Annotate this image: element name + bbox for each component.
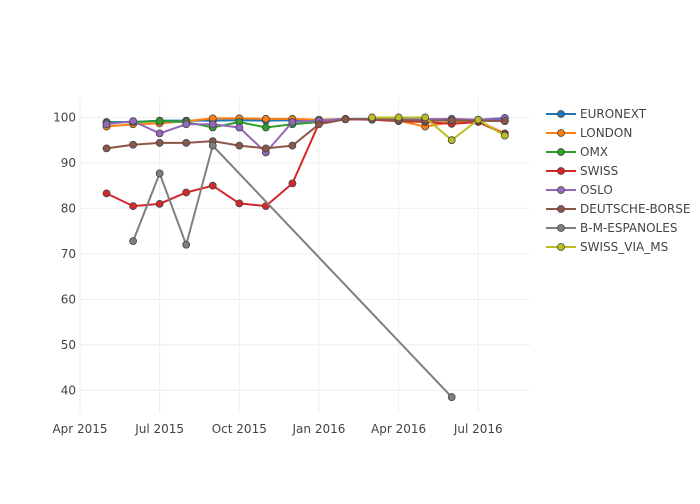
data-point xyxy=(500,117,509,125)
data-point xyxy=(129,117,138,125)
legend-marker xyxy=(557,110,565,118)
legend-marker xyxy=(557,148,565,156)
series-swiss_via_ms xyxy=(368,113,509,145)
data-point xyxy=(182,120,191,129)
data-point xyxy=(102,144,111,153)
data-point xyxy=(261,123,270,132)
data-point xyxy=(288,141,297,150)
legend-label: LONDON xyxy=(580,126,632,140)
data-point xyxy=(474,115,483,124)
data-point xyxy=(394,113,403,122)
y-tick-label: 80 xyxy=(61,201,76,215)
data-point xyxy=(102,189,111,198)
data-point xyxy=(208,120,217,129)
legend-marker xyxy=(557,186,565,194)
x-tick-label: Jan 2016 xyxy=(292,422,346,436)
data-point xyxy=(235,141,244,150)
legend-marker xyxy=(557,243,565,251)
legend-label: B-M-ESPANOLES xyxy=(580,221,677,235)
x-tick-label: Jul 2016 xyxy=(453,422,503,436)
data-point xyxy=(129,202,138,211)
data-point xyxy=(341,115,350,124)
y-tick-label: 50 xyxy=(61,338,76,352)
data-point xyxy=(182,188,191,197)
legend-item: SWISS_VIA_MS xyxy=(546,240,668,254)
data-point xyxy=(261,114,270,123)
legend-item: EURONEXT xyxy=(546,107,647,121)
y-tick-label: 100 xyxy=(53,110,76,124)
data-point xyxy=(182,139,191,147)
y-tick-label: 90 xyxy=(61,156,76,170)
data-point xyxy=(155,199,164,208)
data-point xyxy=(261,144,270,153)
data-point xyxy=(155,129,164,138)
data-point xyxy=(102,120,111,129)
y-tick-label: 60 xyxy=(61,292,76,306)
data-point xyxy=(421,113,430,122)
y-tick-label: 70 xyxy=(61,247,76,261)
y-tick-label: 40 xyxy=(61,383,76,397)
series-b-m-espanoles xyxy=(129,141,456,401)
legend-label: SWISS xyxy=(580,164,618,178)
x-tick-label: Jul 2015 xyxy=(134,422,184,436)
data-point xyxy=(500,131,509,140)
legend-item: LONDON xyxy=(546,126,632,140)
legend-marker xyxy=(557,224,565,232)
legend-item: DEUTSCHE-BORSE xyxy=(546,202,690,216)
data-point xyxy=(182,240,191,249)
data-point xyxy=(129,140,138,149)
legend-label: OMX xyxy=(580,145,608,159)
data-point xyxy=(208,141,217,150)
legend-marker xyxy=(557,129,565,137)
data-point xyxy=(208,181,217,190)
legend-item: OMX xyxy=(546,145,608,159)
legend-marker xyxy=(557,205,565,213)
data-point xyxy=(155,139,164,147)
legend-item: OSLO xyxy=(546,183,613,197)
legend-item: B-M-ESPANOLES xyxy=(546,221,677,235)
legend-label: OSLO xyxy=(580,183,613,197)
data-point xyxy=(235,199,244,208)
data-point xyxy=(315,120,323,129)
series-line xyxy=(106,116,505,154)
legend-item: SWISS xyxy=(546,164,618,178)
data-point xyxy=(288,179,297,188)
data-point xyxy=(447,116,456,125)
data-point xyxy=(235,123,244,132)
series-line xyxy=(106,118,505,150)
legend-marker xyxy=(557,167,565,175)
x-tick-label: Apr 2016 xyxy=(371,422,426,436)
x-tick-label: Apr 2015 xyxy=(52,422,107,436)
series-line xyxy=(372,116,506,142)
data-point xyxy=(129,237,138,246)
data-point xyxy=(447,136,456,145)
data-point xyxy=(288,118,297,126)
legend-label: SWISS_VIA_MS xyxy=(580,240,668,254)
data-point xyxy=(155,117,164,125)
legend-label: DEUTSCHE-BORSE xyxy=(580,202,690,216)
data-point xyxy=(447,393,456,401)
data-point xyxy=(368,113,376,122)
data-point xyxy=(155,169,164,178)
legend-label: EURONEXT xyxy=(580,107,647,121)
series-line xyxy=(106,118,506,208)
x-tick-label: Oct 2015 xyxy=(212,422,267,436)
